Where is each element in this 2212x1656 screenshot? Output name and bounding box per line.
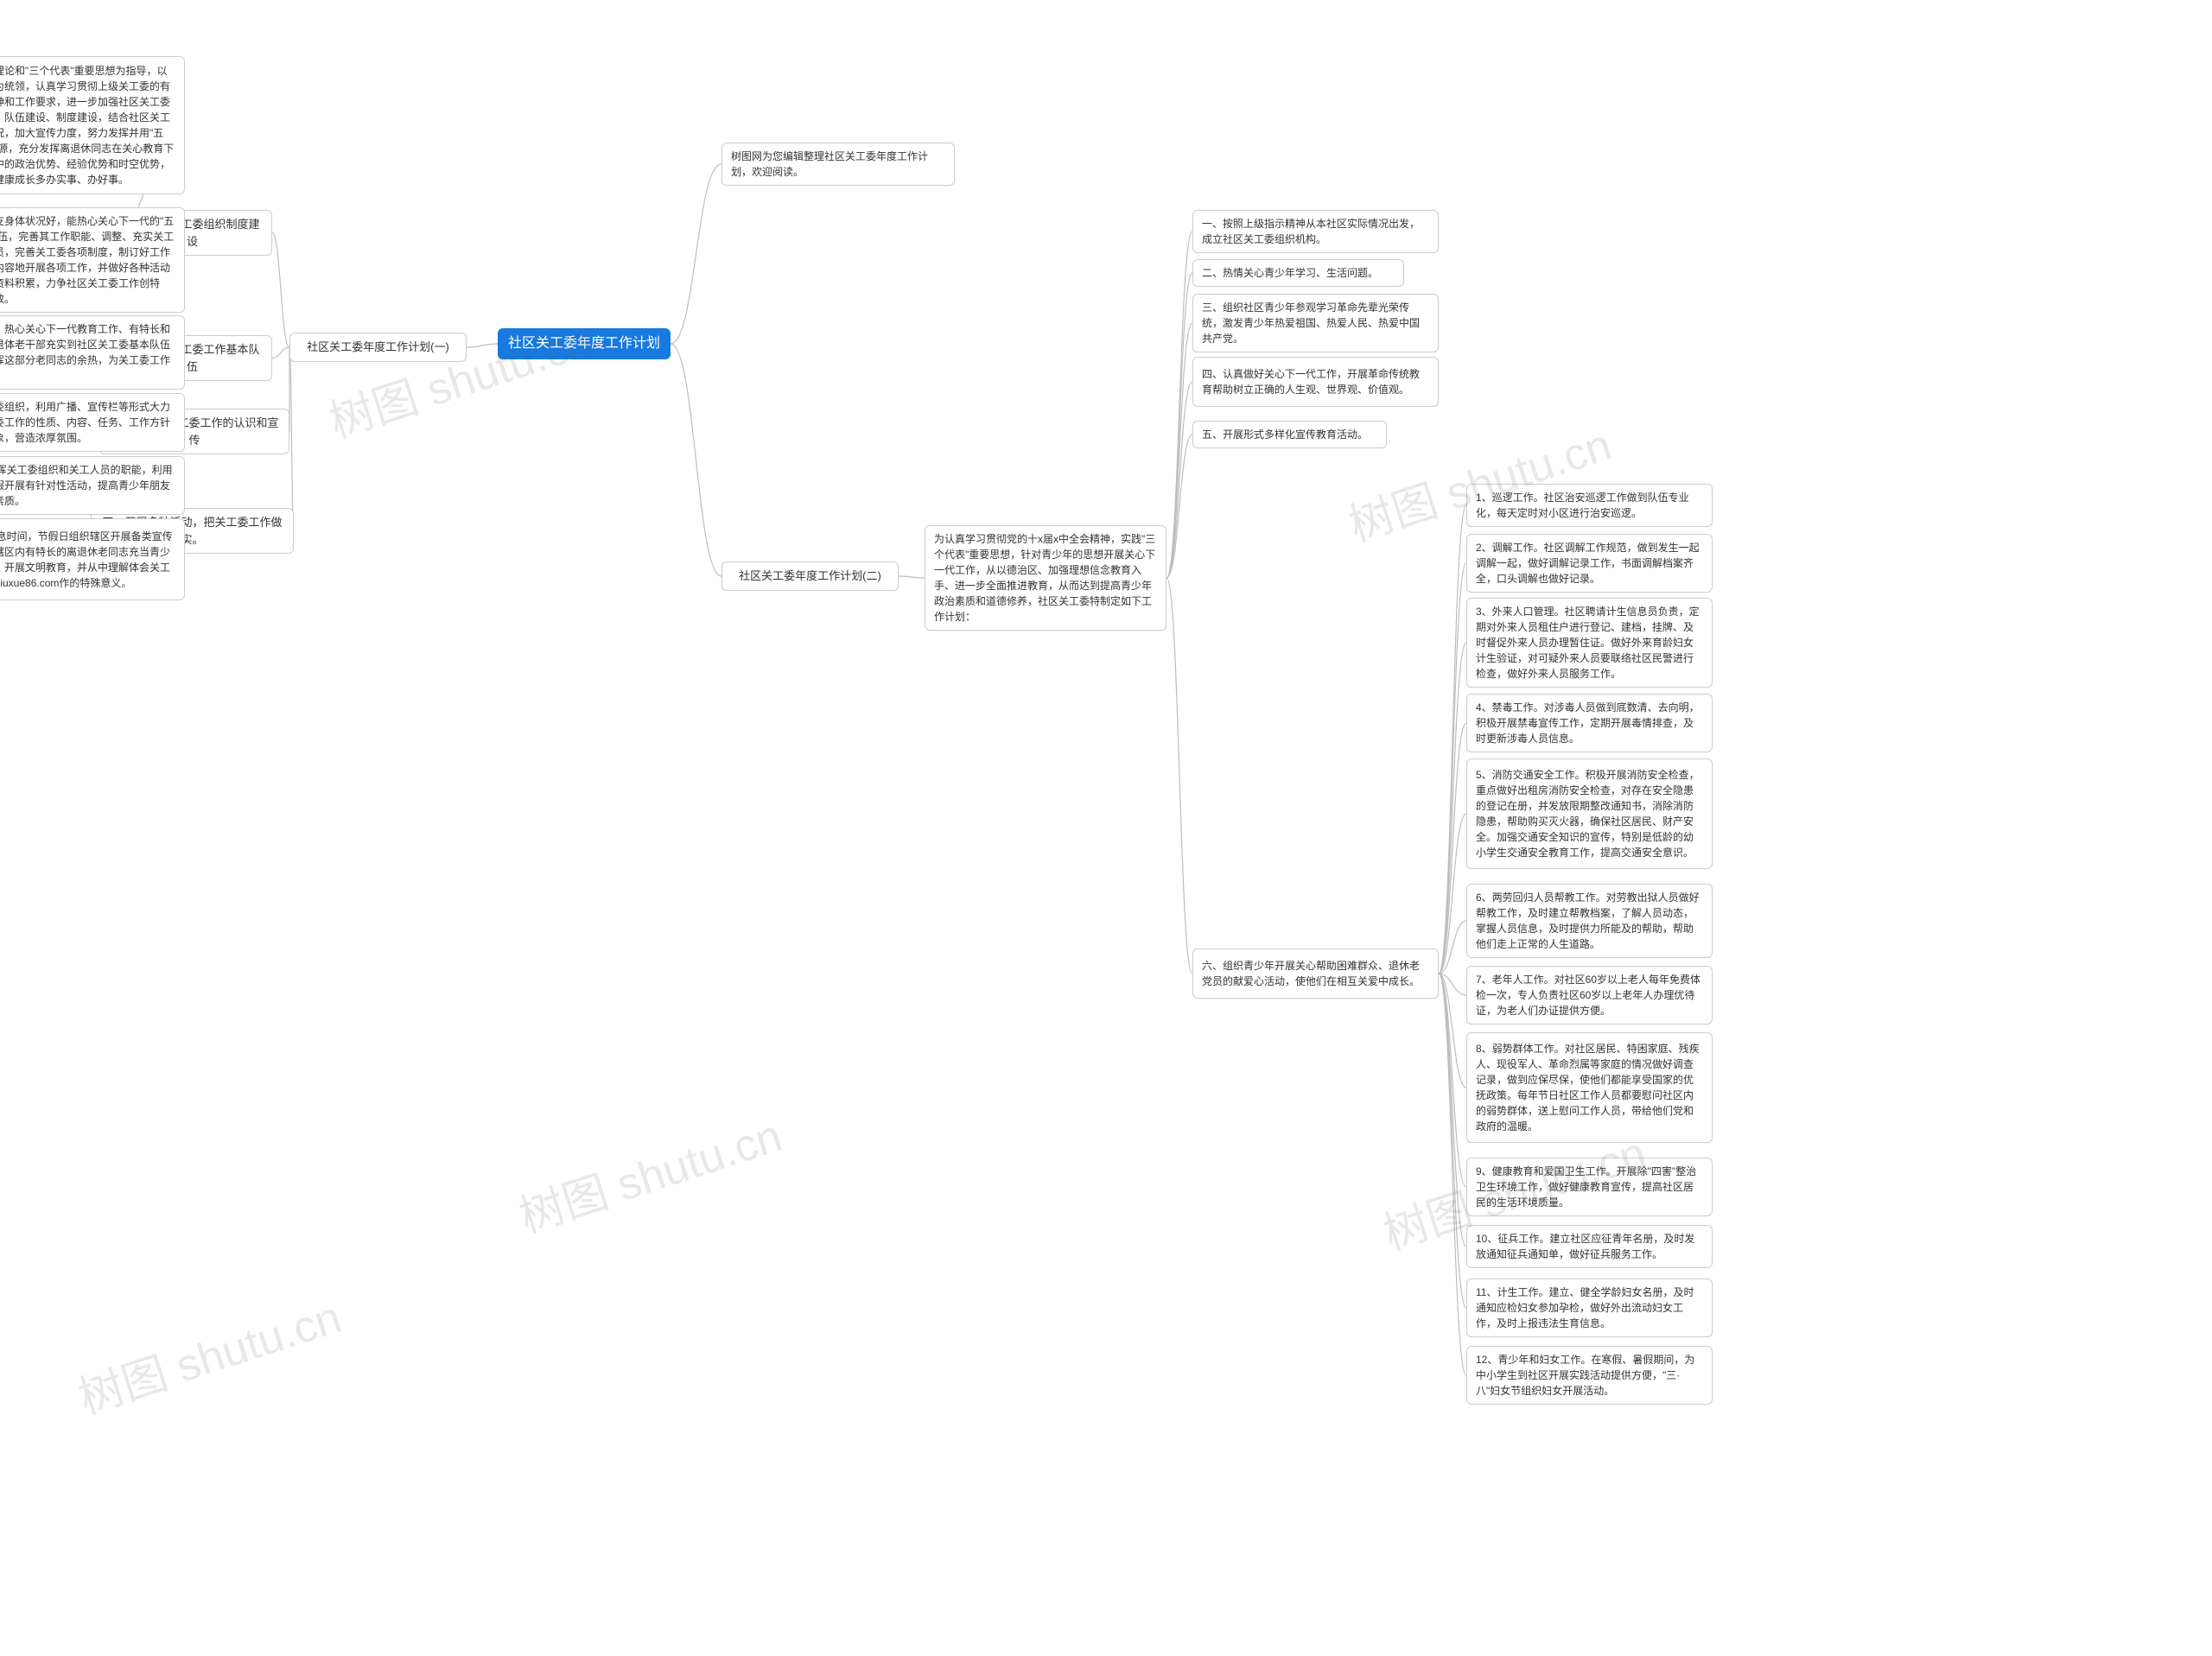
r5-node: 五、开展形式多样化宣传教育活动。	[1192, 421, 1387, 448]
r2-node: 二、热情关心青少年学习、生活问题。	[1192, 259, 1404, 287]
r6-2-node: 2、调解工作。社区调解工作规范，做到发生一起调解一起，做好调解记录工作，书面调解…	[1466, 534, 1713, 593]
watermark: 树图 shutu.cn	[320, 305, 599, 451]
root-node[interactable]: 社区关工委年度工作计划	[498, 328, 671, 359]
watermark: 树图 shutu.cn	[69, 1281, 348, 1427]
watermark: 树图 shutu.cn	[510, 1100, 789, 1246]
r3-node: 三、组织社区青少年参观学习革命先辈光荣传统，激发青少年热爱祖国、热爱人民、热爱中…	[1192, 294, 1439, 352]
plan1-node[interactable]: 社区关工委年度工作计划(一)	[289, 333, 467, 362]
r6-10-node: 10、征兵工作。建立社区应征青年名册，及时发放通知征兵通知单，做好征兵服务工作。	[1466, 1225, 1713, 1268]
r6-1-node: 1、巡逻工作。社区治安巡逻工作做到队伍专业化，每天定时对小区进行治安巡逻。	[1466, 484, 1713, 527]
r6-5-node: 5、消防交通安全工作。积极开展消防安全检查，重点做好出租房消防安全检查，对存在安…	[1466, 758, 1713, 869]
r6-8-node: 8、弱势群体工作。对社区居民、特困家庭、残疾人、现役军人、革命烈属等家庭的情况做…	[1466, 1032, 1713, 1143]
l1a-node: 以邓小平理论和"三个代表"重要思想为指导，以科学发展为统领，认真学习贯彻上级关工…	[0, 56, 185, 194]
r4-node: 四、认真做好关心下一代工作，开展革命传统教育帮助树立正确的人生观、世界观、价值观…	[1192, 357, 1439, 407]
r1-node: 一、按照上级指示精神从本社区实际情况出发，成立社区关工委组织机构。	[1192, 210, 1439, 253]
r6-9-node: 9、健康教育和爱国卫生工作。开展除"四害"整治卫生环境工作，做好健康教育宣传，提…	[1466, 1158, 1713, 1216]
plan2-node[interactable]: 社区关工委年度工作计划(二)	[721, 562, 899, 591]
r6-11-node: 11、计生工作。建立、健全学龄妇女名册，及时通知应检妇女参加孕检，做好外出流动妇…	[1466, 1278, 1713, 1337]
r-para-node: 为认真学习贯彻党的十x届x中全会精神，实践"三个代表"重要思想，针对青少年的思想…	[925, 525, 1166, 631]
l4b-node: (2)利用休息时间，节假日组织辖区开展备类宣传活动，将辖区内有特长的离退休老同志…	[0, 518, 185, 600]
l2a-node: 把身体好、热心关心下一代教育工作、有特长和威望的离退体老干部充实到社区关工委基本…	[0, 315, 185, 390]
r6-6-node: 6、两劳回归人员帮教工作。对劳教出狱人员做好帮教工作，及时建立帮教档案，了解人员…	[1466, 884, 1713, 958]
l3a-node: 通过关工委组织，利用广播、宣传栏等形式大力宣传关工委工作的性质、内容、任务、工作…	[0, 393, 185, 452]
r6-4-node: 4、禁毒工作。对涉毒人员做到底数清、去向明，积极开展禁毒宣传工作，定期开展毒情排…	[1466, 694, 1713, 752]
intro-node: 树图网为您编辑整理社区关工委年度工作计划，欢迎阅读。	[721, 143, 955, 186]
l4a-node: (1)充分发挥关工委组织和关工人员的职能，利用周末、暑假开展有针对性活动，提高青…	[0, 456, 185, 515]
r6-7-node: 7、老年人工作。对社区60岁以上老人每年免费体检一次，专人负责社区60岁以上老年…	[1466, 966, 1713, 1025]
r6-node: 六、组织青少年开展关心帮助困难群众、退休老党员的献爱心活动，使他们在相互关爱中成…	[1192, 949, 1439, 999]
connector-layer	[0, 0, 2212, 1656]
r6-3-node: 3、外来人口管理。社区聘请计生信息员负责，定期对外来人员租住户进行登记、建档，挂…	[1466, 598, 1713, 688]
l1b-node: 建设好一支身体状况好，能热心关心下一代的"五老"基本队伍，完善其工作职能、调整、…	[0, 207, 185, 313]
r6-12-node: 12、青少年和妇女工作。在寒假、暑假期间，为中小学生到社区开展实践活动提供方便，…	[1466, 1346, 1713, 1405]
